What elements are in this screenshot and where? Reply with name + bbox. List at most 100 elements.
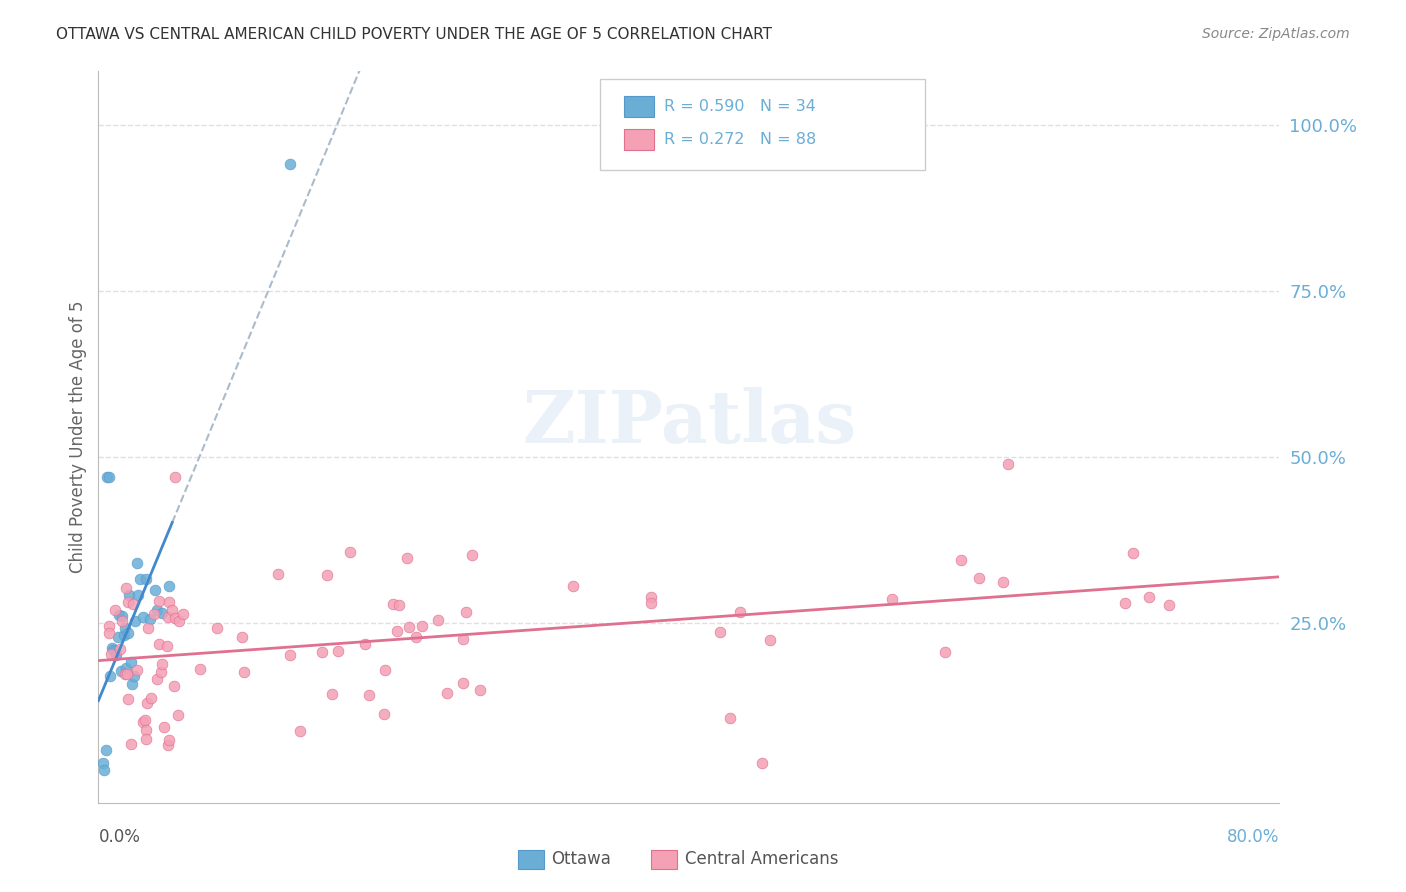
Text: Ottawa: Ottawa <box>551 850 610 868</box>
Point <box>759 632 782 647</box>
Point <box>157 609 180 624</box>
Point <box>125 556 148 570</box>
Point <box>278 157 302 171</box>
Point <box>112 628 135 642</box>
Point <box>135 723 157 738</box>
Point <box>454 605 477 619</box>
Point <box>143 583 166 598</box>
Point <box>120 737 142 751</box>
Text: 80.0%: 80.0% <box>1227 829 1279 847</box>
Point <box>451 676 474 690</box>
Point <box>451 632 474 646</box>
Point <box>141 691 163 706</box>
Point <box>1122 546 1144 560</box>
Point <box>115 667 138 681</box>
Point <box>339 544 361 558</box>
Point <box>146 603 169 617</box>
Point <box>1137 590 1160 604</box>
Point <box>110 664 132 678</box>
Point <box>91 756 114 770</box>
Point <box>121 677 143 691</box>
Point <box>118 589 141 603</box>
Point <box>142 607 165 621</box>
Point <box>121 597 143 611</box>
Point <box>128 572 150 586</box>
Point <box>115 661 138 675</box>
Point <box>718 711 741 725</box>
Point <box>157 595 180 609</box>
Point <box>149 665 172 679</box>
Point <box>132 714 155 729</box>
Point <box>969 571 991 585</box>
Point <box>105 648 128 662</box>
Point <box>205 621 228 635</box>
Point <box>156 639 179 653</box>
Point <box>326 643 349 657</box>
Point <box>134 714 156 728</box>
Point <box>728 605 751 619</box>
Point <box>135 573 157 587</box>
Point <box>353 637 375 651</box>
Point <box>172 607 194 621</box>
Point <box>167 615 190 629</box>
Point <box>100 640 122 655</box>
Text: 0.0%: 0.0% <box>98 829 141 847</box>
Point <box>124 614 146 628</box>
Point <box>382 597 405 611</box>
Point <box>640 590 662 604</box>
Point <box>122 669 145 683</box>
Point <box>411 618 433 632</box>
FancyBboxPatch shape <box>600 78 925 170</box>
Point <box>280 648 302 662</box>
Text: OTTAWA VS CENTRAL AMERICAN CHILD POVERTY UNDER THE AGE OF 5 CORRELATION CHART: OTTAWA VS CENTRAL AMERICAN CHILD POVERTY… <box>56 27 772 42</box>
Point <box>100 647 122 661</box>
Point <box>111 608 134 623</box>
Point <box>148 637 170 651</box>
Point <box>395 550 418 565</box>
Point <box>114 667 136 681</box>
Point <box>385 624 408 639</box>
Point <box>562 579 585 593</box>
Point <box>93 763 115 777</box>
Point <box>115 581 138 595</box>
Point <box>97 619 120 633</box>
Point <box>231 630 253 644</box>
Point <box>165 611 187 625</box>
Point <box>160 603 183 617</box>
Point <box>104 644 127 658</box>
Point <box>321 687 343 701</box>
Point <box>117 626 139 640</box>
FancyBboxPatch shape <box>624 129 654 150</box>
Point <box>150 657 173 672</box>
Point <box>107 630 129 644</box>
Point <box>436 686 458 700</box>
Point <box>127 588 149 602</box>
Point <box>373 707 395 722</box>
Text: ZIPatlas: ZIPatlas <box>522 387 856 458</box>
Point <box>148 594 170 608</box>
Point <box>150 606 173 620</box>
Text: R = 0.590   N = 34: R = 0.590 N = 34 <box>664 99 815 114</box>
Point <box>934 645 956 659</box>
Point <box>104 603 127 617</box>
Point <box>153 720 176 734</box>
Point <box>110 641 132 656</box>
Point <box>96 470 118 484</box>
Point <box>267 566 290 581</box>
Point <box>709 625 731 640</box>
Point <box>98 668 121 682</box>
FancyBboxPatch shape <box>651 849 678 869</box>
Point <box>136 622 159 636</box>
Point <box>163 679 186 693</box>
Point <box>880 591 903 606</box>
Point <box>167 708 190 723</box>
Point <box>114 621 136 635</box>
Point <box>136 697 159 711</box>
Point <box>426 613 449 627</box>
Point <box>139 612 162 626</box>
Point <box>117 595 139 609</box>
Point <box>120 655 142 669</box>
Point <box>949 553 972 567</box>
Point <box>94 742 117 756</box>
Point <box>997 457 1019 471</box>
